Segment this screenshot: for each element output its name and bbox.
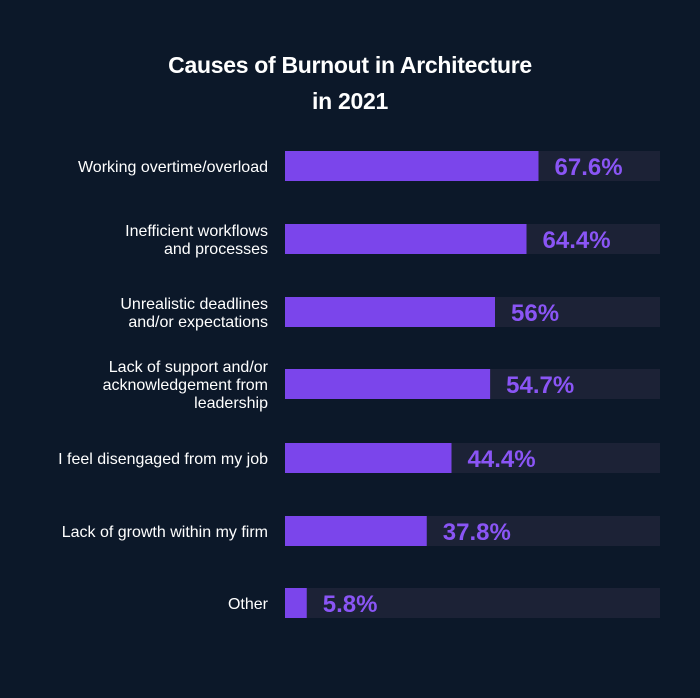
- category-label: Lack of support and/or: [109, 359, 269, 376]
- chart-title-line-2: in 2021: [312, 88, 388, 114]
- data-label: 54.7%: [506, 372, 574, 399]
- data-label: 44.4%: [468, 446, 536, 473]
- bar: [285, 443, 452, 473]
- category-label: and/or expectations: [128, 314, 268, 331]
- data-label: 56%: [511, 300, 559, 327]
- chart-title-line-1: Causes of Burnout in Architecture: [168, 52, 532, 78]
- bar-row: 54.7% Lack of support and/oracknowledgeme…: [103, 359, 660, 412]
- bar-row: 67.6% Working overtime/overload: [78, 151, 660, 181]
- bar-row: 37.8% Lack of growth within my firm: [62, 516, 660, 546]
- data-label: 64.4%: [543, 227, 611, 254]
- category-label: Other: [228, 596, 269, 613]
- bar: [285, 588, 307, 618]
- bar-row: 5.8% Other: [228, 588, 660, 618]
- data-label: 67.6%: [555, 154, 623, 181]
- category-label: Unrealistic deadlines: [120, 296, 268, 313]
- bar: [285, 369, 491, 399]
- data-label: 5.8%: [323, 591, 378, 618]
- category-label: acknowledgement from: [103, 377, 268, 394]
- category-label: Lack of growth within my firm: [62, 524, 268, 541]
- bar-row: 44.4% I feel disengaged from my job: [58, 443, 660, 473]
- bar: [285, 151, 539, 181]
- category-label: Inefficient workflows: [125, 223, 268, 240]
- data-label: 37.8%: [443, 519, 511, 546]
- category-label: Working overtime/overload: [78, 159, 268, 176]
- bar-track: [285, 588, 660, 618]
- bar: [285, 516, 427, 546]
- bar: [285, 297, 495, 327]
- category-label: and processes: [164, 241, 268, 258]
- category-label: I feel disengaged from my job: [58, 451, 268, 468]
- bar: [285, 224, 527, 254]
- category-label: leadership: [194, 395, 268, 412]
